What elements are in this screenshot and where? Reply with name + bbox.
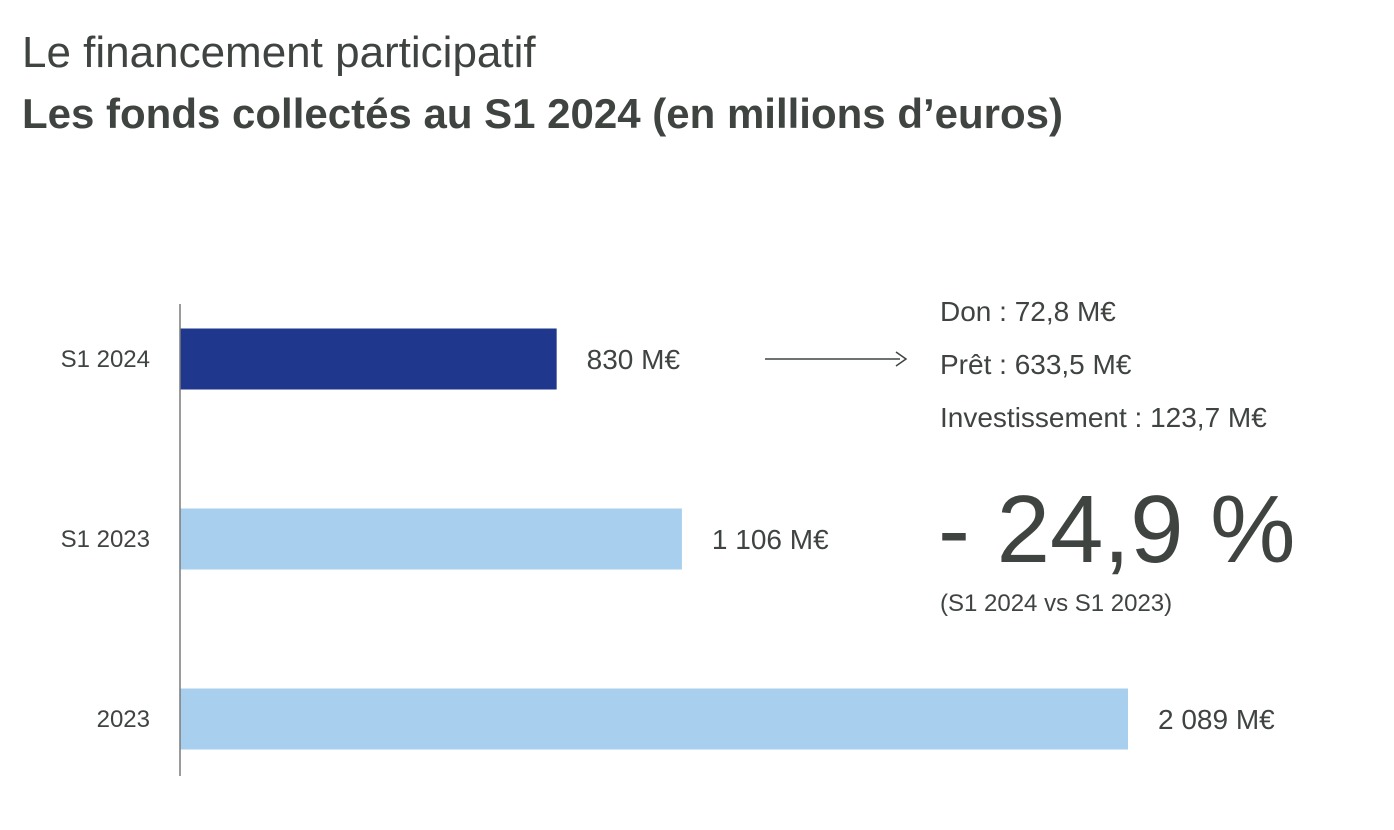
bar-0 xyxy=(180,328,557,390)
breakdown-item-don: Don : 72,8 M€ xyxy=(940,296,1116,327)
arrow-head-icon xyxy=(895,351,908,367)
breakdown-item-investissement: Investissement : 123,7 M€ xyxy=(940,402,1267,433)
bar-1 xyxy=(180,508,682,570)
value-label-2: 2 089 M€ xyxy=(1158,704,1275,735)
page-supertitle: Le financement participatif xyxy=(22,28,536,77)
change-comparison-note: (S1 2024 vs S1 2023) xyxy=(940,590,1173,617)
value-label-0: 830 M€ xyxy=(587,344,681,375)
change-percentage: - 24,9 % xyxy=(938,476,1296,583)
bar-2 xyxy=(180,688,1128,750)
category-label-1: S1 2023 xyxy=(61,526,150,553)
value-label-1: 1 106 M€ xyxy=(712,524,829,555)
category-label-0: S1 2024 xyxy=(61,346,150,373)
category-label-2: 2023 xyxy=(97,706,150,733)
breakdown-item-pret: Prêt : 633,5 M€ xyxy=(940,349,1132,380)
page-title: Les fonds collectés au S1 2024 (en milli… xyxy=(22,90,1063,137)
